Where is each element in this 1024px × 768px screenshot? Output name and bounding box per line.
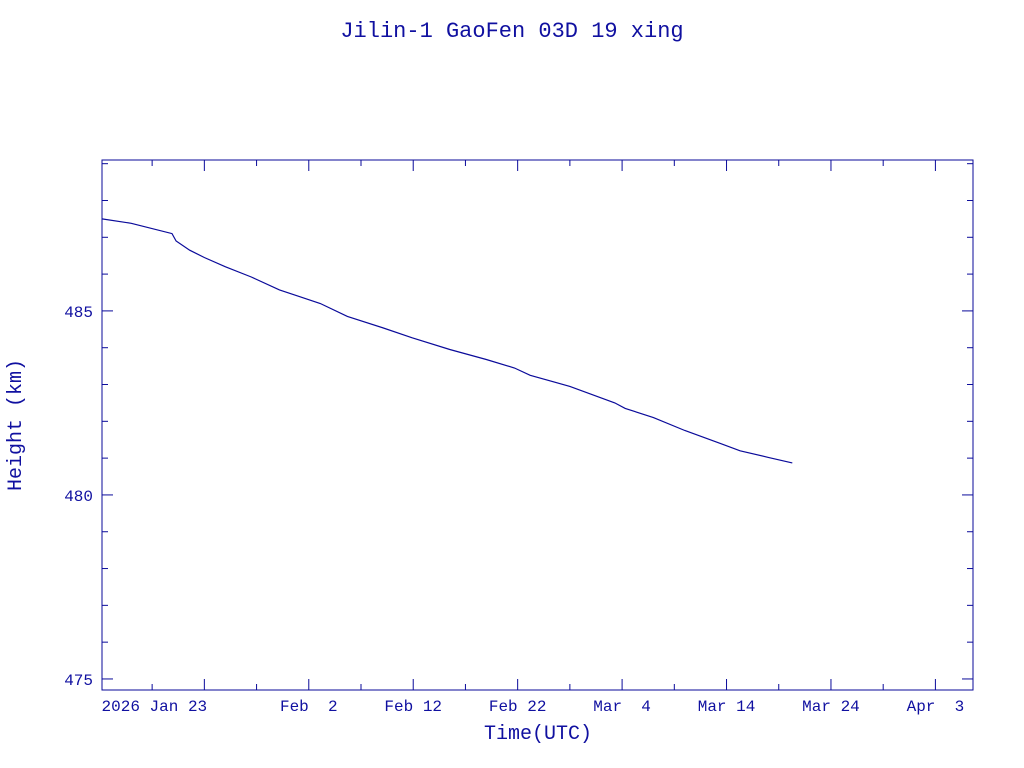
- x-tick-labels: 2026 Jan 23 Feb 2 Feb 12 Feb 22 Mar 4 Mar 14 M…: [102, 698, 965, 716]
- x-axis-label: Time(UTC): [484, 723, 592, 746]
- x-tick-label: Mar 14: [698, 698, 756, 716]
- y-tick-label: 480: [64, 488, 93, 506]
- axis-ticks: [102, 160, 973, 690]
- x-tick-label: 2026 Jan 23: [102, 698, 208, 716]
- x-tick-label: Apr 3: [907, 698, 965, 716]
- y-tick-labels: 475 480 485: [64, 304, 93, 690]
- x-tick-label: Feb 2: [280, 698, 338, 716]
- y-tick-label: 475: [64, 672, 93, 690]
- plot-frame: [101, 159, 974, 691]
- x-tick-label: Mar 24: [802, 698, 860, 716]
- height-series-line: [101, 218, 793, 464]
- x-tick-label: Feb 12: [384, 698, 442, 716]
- x-tick-label: Feb 22: [489, 698, 547, 716]
- chart-title: Jilin-1 GaoFen 03D 19 xing: [340, 19, 683, 44]
- y-tick-label: 485: [64, 304, 93, 322]
- y-axis-label: Height (km): [5, 359, 28, 491]
- x-tick-label: Mar 4: [593, 698, 651, 716]
